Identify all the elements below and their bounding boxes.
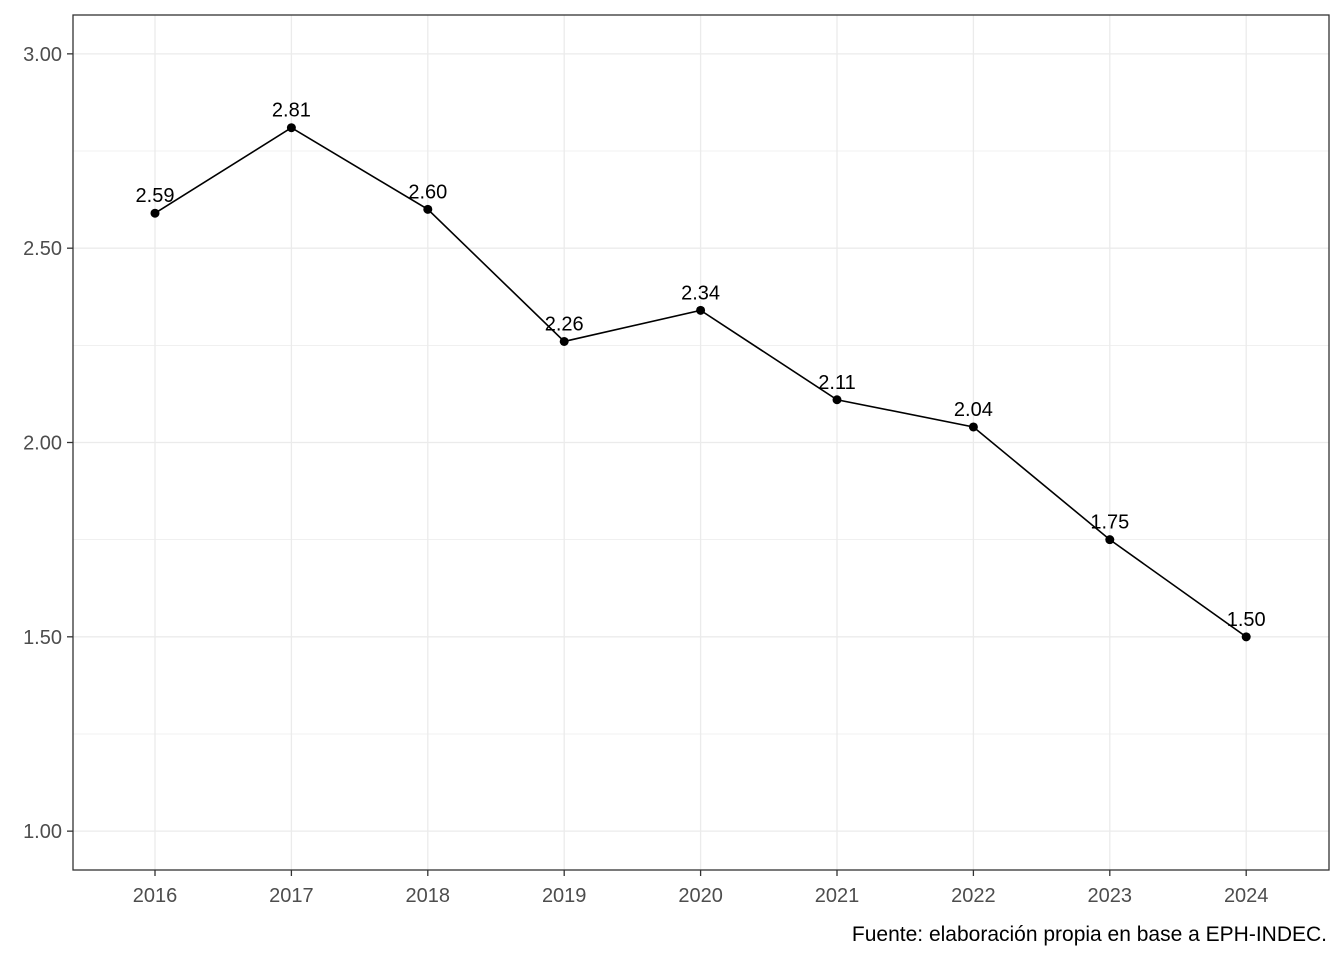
data-point <box>696 305 706 315</box>
data-point <box>286 123 296 133</box>
y-tick-label: 2.50 <box>23 238 62 260</box>
data-point <box>1241 632 1251 642</box>
x-tick-label: 2020 <box>678 885 723 907</box>
y-tick-label: 1.50 <box>23 627 62 649</box>
y-tick-label: 3.00 <box>23 44 62 66</box>
x-tick-label: 2023 <box>1088 885 1133 907</box>
data-point <box>423 204 433 214</box>
data-point <box>150 208 160 218</box>
data-point <box>968 422 978 432</box>
data-label: 2.26 <box>545 313 584 335</box>
y-tick-label: 2.00 <box>23 433 62 455</box>
x-tick-label: 2017 <box>269 885 314 907</box>
x-tick-label: 2024 <box>1224 885 1269 907</box>
data-label: 2.81 <box>272 100 311 122</box>
axes: 1.00 1.50 2.00 2.50 3.00 2016 2017 2018 2019 2020… <box>23 44 1268 907</box>
y-tick-label: 1.00 <box>23 821 62 843</box>
x-tick-label: 2019 <box>542 885 587 907</box>
data-label: 2.11 <box>818 372 855 394</box>
x-tick-label: 2022 <box>951 885 996 907</box>
data-label: 2.59 <box>136 185 175 207</box>
data-points <box>150 123 1251 642</box>
x-tick-label: 2021 <box>815 885 860 907</box>
data-label: 2.34 <box>681 282 720 304</box>
data-label: 2.04 <box>954 399 993 421</box>
data-point <box>832 395 842 405</box>
x-tick-label: 2016 <box>133 885 178 907</box>
grid <box>73 15 1329 870</box>
x-tick-label: 2018 <box>406 885 451 907</box>
data-label: 2.60 <box>408 181 447 203</box>
data-labels: 2.59 2.81 2.60 2.26 2.34 2.11 2.04 1.75 1.50 <box>136 100 1266 631</box>
chart-caption: Fuente: elaboración propia en base a EPH… <box>852 923 1327 946</box>
data-point <box>559 336 569 346</box>
data-point <box>1105 535 1115 545</box>
data-label: 1.75 <box>1090 512 1129 534</box>
data-label: 1.50 <box>1227 609 1266 631</box>
